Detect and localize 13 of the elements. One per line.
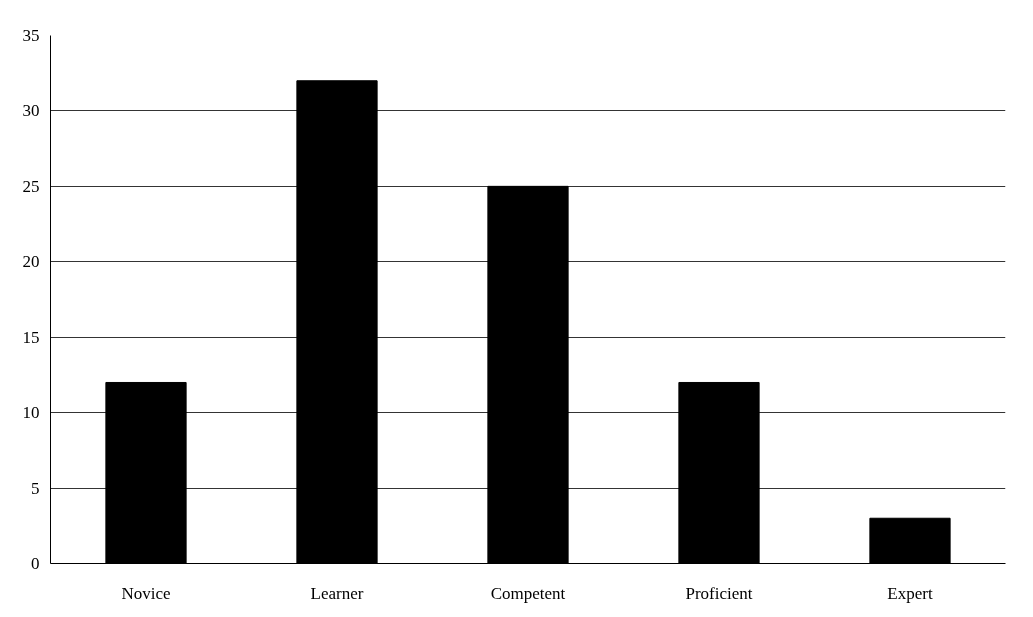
x-tick-label: Expert (887, 583, 933, 603)
x-tick-label: Proficient (685, 583, 753, 603)
y-tick-label: 35 (22, 26, 40, 45)
x-tick-label: Learner (310, 583, 364, 603)
y-tick-label: 25 (22, 176, 40, 196)
y-tick-label: 15 (22, 327, 40, 347)
y-tick-label: 30 (22, 101, 40, 121)
y-tick-label: 5 (31, 478, 40, 498)
y-tick-label: 20 (22, 252, 40, 272)
y-tick-label: 0 (31, 554, 40, 573)
x-tick-label: Competent (490, 583, 566, 603)
x-tick-label: Novice (121, 583, 171, 603)
y-tick-label: 10 (22, 403, 40, 423)
